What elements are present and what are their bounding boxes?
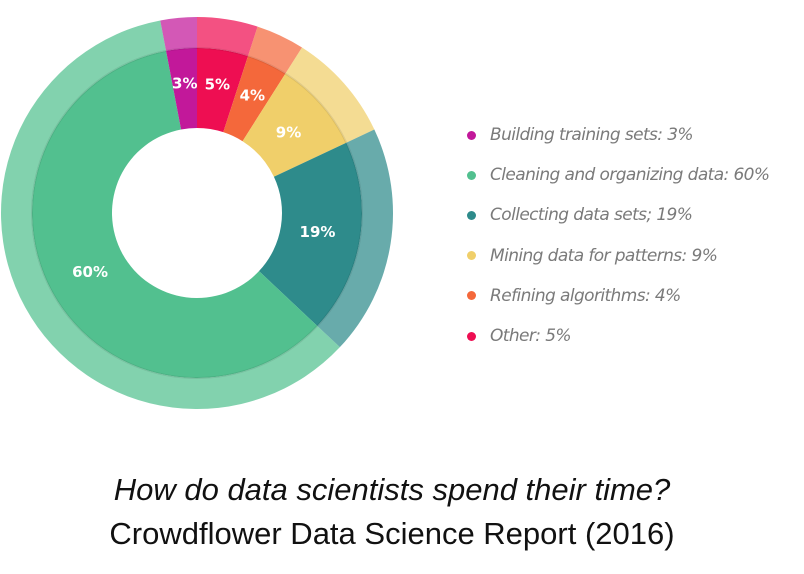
donut-chart: 5% 4% 9% 19% 60% 3% (0, 17, 393, 410)
legend-dot-icon (467, 170, 476, 180)
slice-building-training-sets (166, 48, 197, 130)
slice-cleaning-and-organizing-data (31, 50, 318, 378)
legend-item-other: Other: 5% (462, 316, 769, 356)
chart-subtitle: Crowdflower Data Science Report (2016) (109, 516, 675, 551)
slice-outer-refining-algorithms (247, 26, 303, 74)
legend-label: Mining data for patterns: 9% (490, 245, 718, 266)
slice-collecting-data-sets (258, 142, 362, 326)
legend-item-collecting-data-sets: Collecting data sets; 19% (462, 195, 769, 235)
legend-item-refining-algorithms: Refining algorithms: 4% (462, 276, 769, 316)
data-label-refining-algorithms: 4% (240, 86, 265, 104)
slice-outer-other (197, 17, 258, 57)
legend-label: Cleaning and organizing data: 60% (490, 165, 770, 186)
slice-refining-algorithms (223, 56, 286, 142)
legend-item-mining-data-for-patterns: Mining data for patterns: 9% (462, 236, 769, 276)
slice-outer-building-training-sets (160, 17, 197, 51)
legend-dot-icon (467, 291, 476, 301)
chart-title: How do data scientists spend their time? (113, 472, 671, 507)
legend-dot-icon (467, 210, 476, 220)
legend-item-building-training-sets: Building training sets: 3% (462, 115, 769, 155)
slice-outer-mining-data-for-patterns (285, 47, 375, 143)
data-label-other: 5% (205, 76, 230, 94)
legend-label: Building training sets: 3% (490, 125, 694, 146)
data-label-cleaning-and-organizing-data: 60% (72, 263, 108, 281)
ring-divider (31, 47, 363, 379)
legend-label: Collecting data sets; 19% (490, 205, 693, 226)
slice-mining-data-for-patterns (242, 73, 347, 177)
legend-item-cleaning-and-organizing-data: Cleaning and organizing data: 60% (462, 155, 770, 195)
data-label-building-training-sets: 3% (172, 75, 197, 93)
legend-label: Other: 5% (490, 326, 572, 347)
data-label-collecting-data-sets: 19% (300, 223, 336, 241)
legend-dot-icon (467, 251, 476, 261)
legend: Building training sets: 3% Cleaning and o… (462, 115, 770, 356)
slice-outer-cleaning-and-organizing-data (0, 20, 340, 410)
slice-outer-collecting-data-sets (317, 129, 393, 348)
legend-label: Refining algorithms: 4% (490, 285, 681, 306)
legend-dot-icon (467, 130, 476, 140)
data-label-mining-data-for-patterns: 9% (276, 123, 301, 141)
legend-dot-icon (467, 331, 476, 341)
slice-other (197, 48, 248, 133)
